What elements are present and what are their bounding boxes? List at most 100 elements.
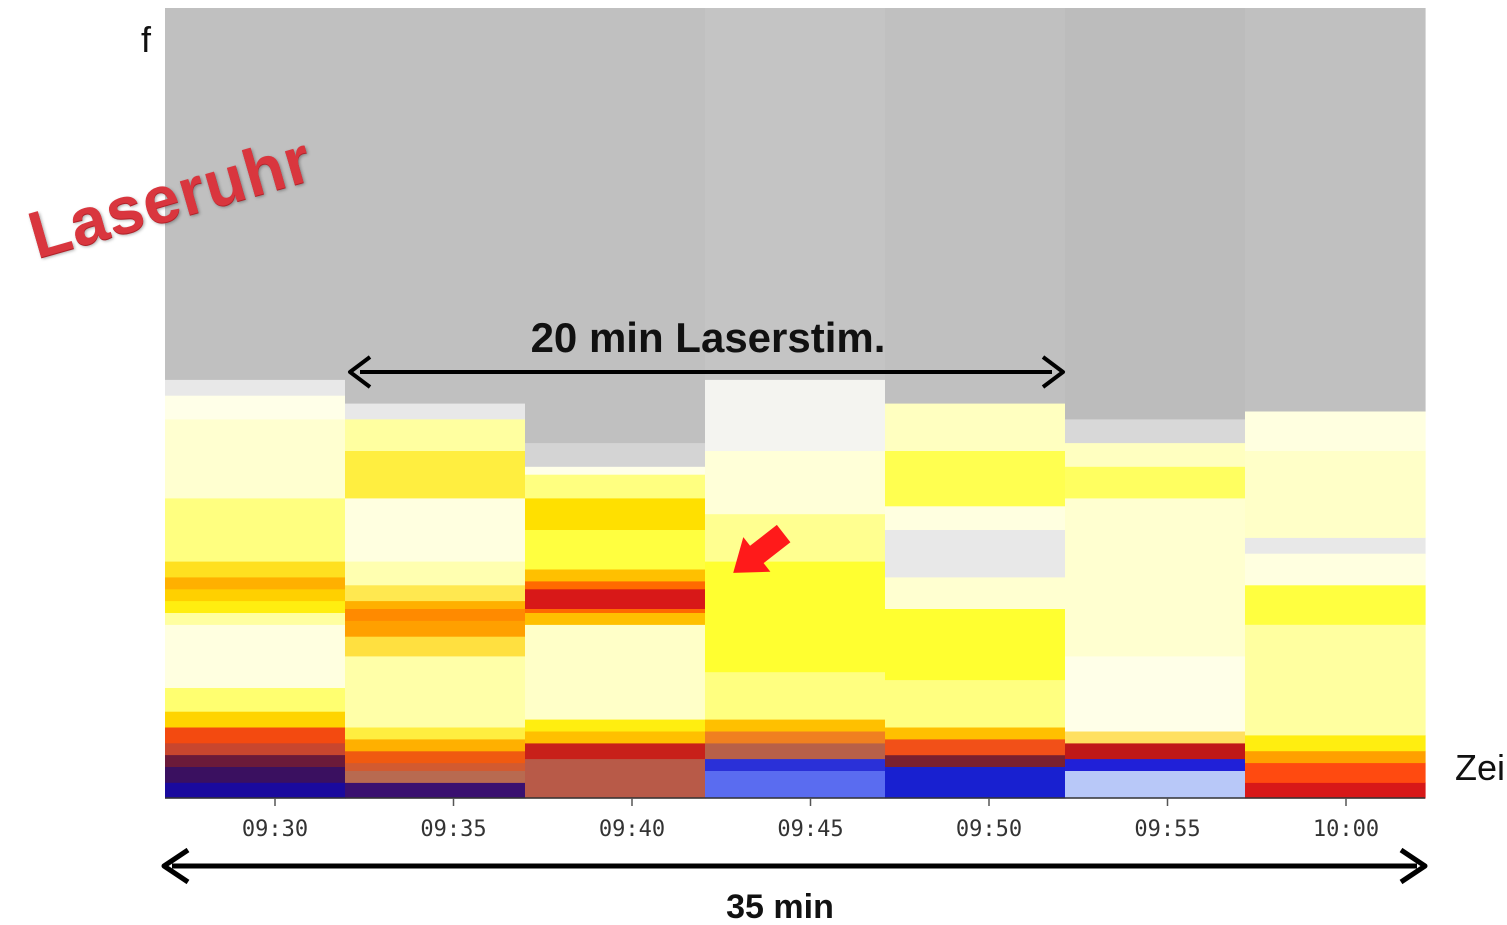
heatmap-cell <box>165 726 346 744</box>
heatmap-cell <box>165 561 346 578</box>
heatmap-cell <box>345 782 526 799</box>
heatmap-cell <box>525 580 706 590</box>
heatmap-cell <box>1245 584 1426 625</box>
heatmap-cell <box>525 474 706 499</box>
heatmap-cell <box>525 568 706 582</box>
heatmap-cell <box>345 738 526 752</box>
heatmap-column-0950 <box>885 8 1066 799</box>
heatmap-cell <box>705 379 886 451</box>
heatmap-cell <box>1065 758 1246 771</box>
heatmap-cell <box>165 418 346 499</box>
heatmap-cell <box>705 730 886 744</box>
heatmap-cell <box>525 608 706 613</box>
heatmap-cell <box>885 766 1066 799</box>
heatmap-cell <box>525 612 706 625</box>
x-ticks: 09:30 09:35 09:40 09:45 09:50 09:55 10:00 <box>242 798 1379 842</box>
x-tick-label: 09:55 <box>1134 817 1200 842</box>
x-tick-label: 09:45 <box>777 817 843 842</box>
heatmap-cell <box>525 8 706 444</box>
heatmap-cell <box>525 719 706 732</box>
total-double-arrow <box>161 847 1428 885</box>
heatmap-cell <box>1065 442 1246 467</box>
heatmap-cell <box>705 742 886 760</box>
heatmap-cell <box>345 762 526 771</box>
heatmap-cell <box>345 584 526 602</box>
heatmap-cell <box>345 600 526 609</box>
heatmap-cell <box>1065 742 1246 760</box>
heatmap-cell <box>165 612 346 625</box>
heatmap-cell <box>885 679 1066 728</box>
red-pointer-arrow <box>733 524 791 573</box>
heatmap-cell <box>1245 450 1426 538</box>
heatmap-cell <box>525 442 706 467</box>
total-label: 35 min <box>726 888 834 925</box>
heatmap-column-0940 <box>525 8 706 799</box>
heatmap-column-0955 <box>1065 8 1246 799</box>
heatmap-cell <box>705 561 886 673</box>
heatmap-column-1000 <box>1245 8 1426 799</box>
heatmap-cell <box>1065 8 1246 420</box>
heatmap-cell <box>1245 734 1426 752</box>
heatmap-cell <box>705 513 886 562</box>
heatmap-columns <box>165 8 1426 799</box>
heatmap-cell <box>165 754 346 767</box>
heatmap-cell <box>525 742 706 760</box>
x-axis-label: Zei <box>1455 747 1505 788</box>
heatmap-column-0935 <box>345 8 526 799</box>
x-tick-label: 09:30 <box>242 817 308 842</box>
heatmap-cell <box>525 730 706 744</box>
heatmap-cell <box>165 766 346 783</box>
heatmap-cell <box>885 8 1066 404</box>
heatmap-cell <box>525 497 706 530</box>
x-tick-label: 09:35 <box>420 817 486 842</box>
stim-double-arrow <box>348 355 1065 389</box>
heatmap-cell <box>345 655 526 728</box>
heatmap-cell <box>1245 624 1426 736</box>
heatmap-cell <box>165 576 346 590</box>
heatmap-cell <box>1245 8 1426 412</box>
heatmap-cell <box>1245 762 1426 783</box>
heatmap-cell <box>165 8 346 380</box>
heatmap-cell <box>525 624 706 720</box>
x-tick-label: 09:50 <box>956 817 1022 842</box>
heatmap-cell <box>885 608 1066 681</box>
heatmap-cell <box>165 782 346 799</box>
heatmap-cell <box>1065 770 1246 799</box>
heatmap-cell <box>525 529 706 570</box>
heatmap-cell <box>345 750 526 764</box>
stim-label: 20 min Laserstim. <box>531 314 886 361</box>
x-tick-label: 09:40 <box>599 817 665 842</box>
heatmap-cell <box>345 608 526 621</box>
heatmap-cell <box>165 624 346 688</box>
heatmap-cell <box>345 403 526 420</box>
heatmap-cell <box>345 8 526 404</box>
heatmap-cell <box>705 671 886 720</box>
heatmap-cell <box>345 418 526 451</box>
heatmap-cell <box>1065 418 1246 444</box>
heatmap-cell <box>165 687 346 712</box>
heatmap-cell <box>165 497 346 562</box>
heatmap-cell <box>885 738 1066 756</box>
heatmap-cell <box>1245 553 1426 586</box>
heatmap-cell <box>525 588 706 609</box>
heatmap-cell <box>165 395 346 420</box>
heatmap-cell <box>345 450 526 499</box>
heatmap-cell <box>345 636 526 657</box>
heatmap-cell <box>885 576 1066 609</box>
heatmap-cell <box>705 450 886 515</box>
heatmap-cell <box>165 379 346 396</box>
x-tick-label: 10:00 <box>1313 817 1379 842</box>
heatmap-cell <box>705 770 886 799</box>
heatmap-column-0930 <box>165 8 346 799</box>
heatmap-cell <box>1245 410 1426 451</box>
heatmap-cell <box>1245 750 1426 764</box>
heatmap-cell <box>885 754 1066 767</box>
heatmap-cell <box>885 403 1066 451</box>
heatmap-cell <box>885 505 1066 530</box>
y-axis-label: f <box>141 19 152 60</box>
heatmap-cell <box>165 588 346 602</box>
heatmap-cell <box>345 497 526 562</box>
heatmap-cell <box>705 758 886 771</box>
